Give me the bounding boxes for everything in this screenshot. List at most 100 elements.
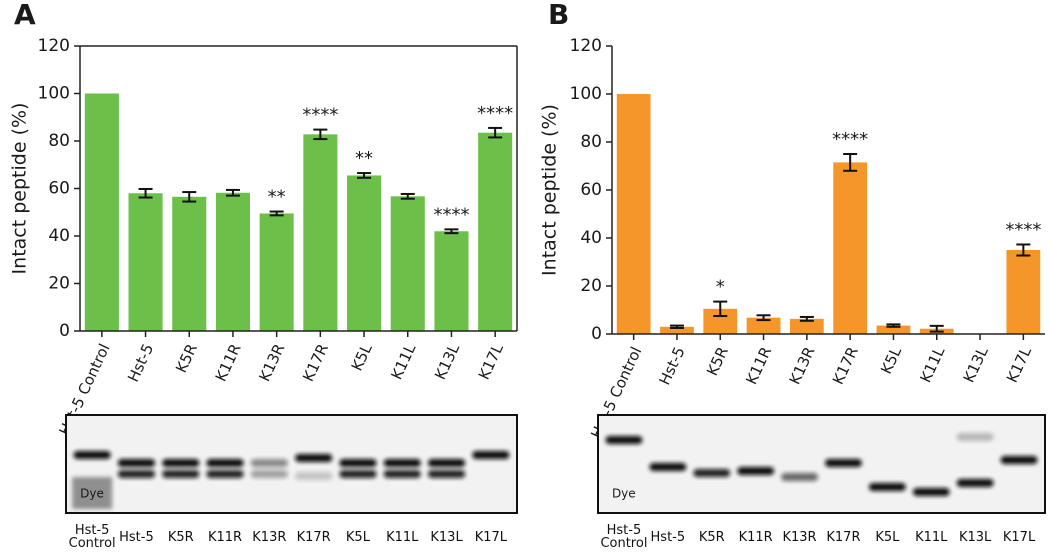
error-bar xyxy=(488,126,503,139)
x-tick-label: K5L xyxy=(877,343,905,376)
error-bar xyxy=(929,324,944,333)
x-tick-label: K17R xyxy=(829,344,862,387)
error-bar xyxy=(799,315,814,322)
x-tick-label: K11L xyxy=(916,343,948,385)
gel-band xyxy=(427,470,466,478)
gel-band xyxy=(383,459,421,467)
x-tick-label: K5L xyxy=(348,340,376,373)
error-bar xyxy=(225,188,240,197)
gel-band xyxy=(206,459,244,467)
panel-label: A xyxy=(14,0,36,31)
gel-band xyxy=(73,451,111,459)
gel-band xyxy=(162,470,200,478)
error-bar xyxy=(313,128,328,141)
lane-label: K17L xyxy=(1002,530,1036,545)
x-tick-label: K17L xyxy=(475,340,507,382)
significance-label: ** xyxy=(355,148,373,169)
gel-band xyxy=(427,459,466,467)
y-tick-label: 0 xyxy=(59,321,70,341)
bar xyxy=(876,325,911,334)
bar xyxy=(215,192,250,331)
error-bar xyxy=(269,210,284,217)
y-tick-label: 20 xyxy=(580,276,602,296)
lane-label: K11R xyxy=(207,530,243,545)
gel-band xyxy=(649,463,687,471)
x-tick-label: K13L xyxy=(960,343,992,385)
lane-label: Hst-5 Control xyxy=(600,523,648,551)
y-tick-label: 120 xyxy=(570,36,602,56)
y-axis-label: Intact peptide (%) xyxy=(539,104,561,276)
lane-label: K5R xyxy=(698,530,725,545)
y-tick-label: 100 xyxy=(570,84,602,104)
error-bar xyxy=(1016,243,1031,257)
lane-label: K5R xyxy=(167,530,194,545)
gel-band xyxy=(472,451,510,459)
bar xyxy=(434,231,469,331)
lane-label: K13R xyxy=(782,530,817,545)
x-tick-label: K13R xyxy=(786,344,819,387)
x-tick-label: K11R xyxy=(742,344,775,387)
y-tick-label: 120 xyxy=(38,36,70,56)
error-bar xyxy=(444,228,459,235)
lane-label: K17R xyxy=(826,530,861,545)
dye-label: Dye xyxy=(80,487,104,501)
bar xyxy=(478,132,513,331)
bar xyxy=(660,326,694,334)
gel-band xyxy=(825,459,862,467)
lane-label: K11L xyxy=(386,530,419,545)
lane-label: Hst-5 Control xyxy=(68,523,116,551)
bar xyxy=(789,318,824,334)
gel-band xyxy=(206,470,244,478)
lane-label: K17L xyxy=(474,530,507,545)
error-bar xyxy=(756,314,771,322)
gel-band xyxy=(781,473,818,481)
lane-label: K5L xyxy=(345,530,370,545)
gel-band xyxy=(912,488,950,496)
lane-label: K13L xyxy=(430,530,463,545)
gel-band xyxy=(117,470,156,478)
x-tick-label: K11R xyxy=(212,341,245,384)
error-bar xyxy=(182,191,197,203)
gel-band xyxy=(1000,456,1038,464)
error-bar xyxy=(713,300,728,317)
y-tick-label: 40 xyxy=(48,226,70,246)
gel-band xyxy=(295,454,333,462)
y-tick-label: 100 xyxy=(38,84,70,104)
gel-band xyxy=(162,459,200,467)
bar xyxy=(84,93,119,331)
bar xyxy=(172,196,207,331)
error-bar xyxy=(886,323,901,328)
bar xyxy=(616,94,651,334)
lane-label: Hst-5 xyxy=(119,530,154,545)
panel-label: B xyxy=(548,0,569,31)
significance-label: **** xyxy=(433,204,469,225)
significance-label: **** xyxy=(832,129,868,150)
significance-label: **** xyxy=(302,105,338,126)
dye-blob xyxy=(72,477,113,509)
gel-band xyxy=(339,459,377,467)
x-tick-label: K5R xyxy=(172,341,201,376)
bar xyxy=(1006,250,1041,334)
y-tick-label: 60 xyxy=(580,180,602,200)
lane-label: K13L xyxy=(958,530,992,545)
x-tick-label: K5R xyxy=(703,344,732,379)
lane-label: K13R xyxy=(252,530,287,545)
error-bar xyxy=(400,192,415,200)
x-tick-label: K11L xyxy=(387,340,419,382)
gel-band xyxy=(868,483,906,491)
error-bar xyxy=(357,172,372,179)
lane-label: Hst-5 xyxy=(650,530,686,545)
x-tick-label: K17R xyxy=(299,341,332,384)
bar xyxy=(259,213,294,331)
significance-label: **** xyxy=(477,103,513,124)
error-bar xyxy=(138,187,153,199)
y-tick-label: 0 xyxy=(591,324,602,344)
x-tick-label: Hst-5 xyxy=(655,344,688,388)
bar xyxy=(833,162,868,334)
lane-label: K11R xyxy=(738,530,773,545)
lane-label: K11L xyxy=(915,530,948,545)
gel-band xyxy=(693,469,731,477)
error-bar xyxy=(669,324,684,329)
